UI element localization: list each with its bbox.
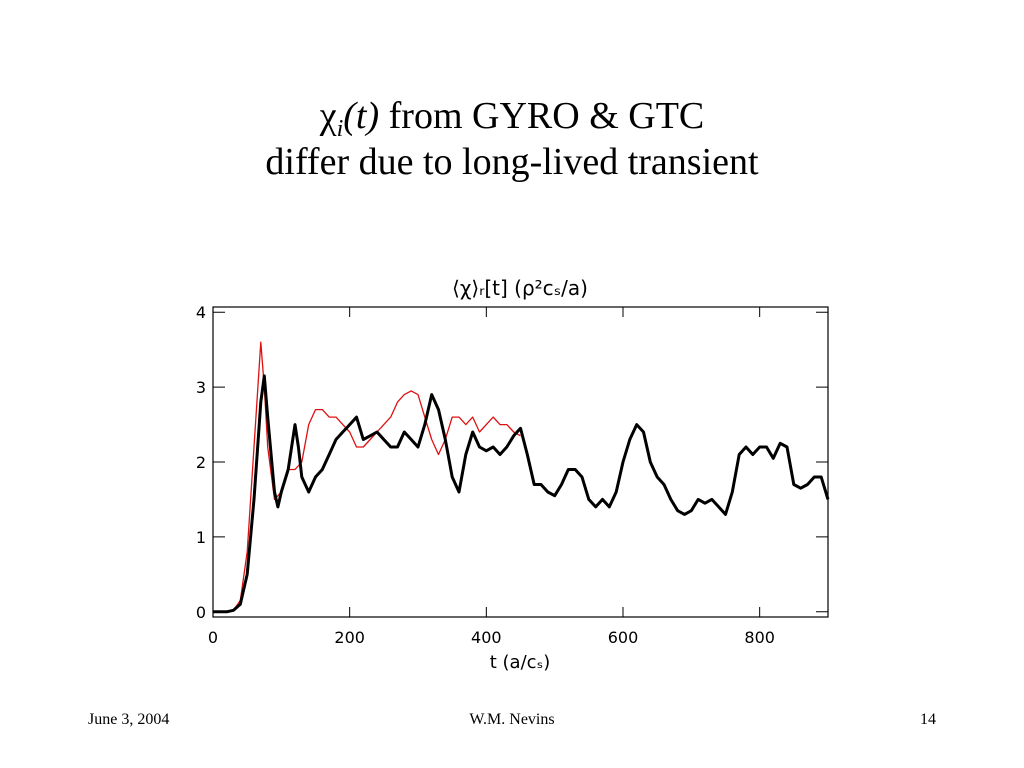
title-arg: (t) [343,95,379,137]
slide-title-line2: differ due to long-lived transient [265,141,759,183]
y-tick-label: 0 [196,603,206,622]
x-tick-label: 400 [471,628,502,647]
footer-date: June 3, 2004 [88,711,169,728]
y-tick-label: 1 [196,528,206,547]
plot: 0 200 400 600 800 0 1 2 3 4 [196,303,830,647]
x-tick-label: 800 [744,628,775,647]
footer-page: 14 [920,711,936,728]
footer-author: W.M. Nevins [469,711,554,728]
title-subscript: i [337,116,344,142]
title-symbol: χ [319,95,337,137]
title-text: from GYRO & GTC [379,95,704,137]
series-line [213,341,521,613]
plot-frame [212,306,829,618]
series-line [213,374,830,614]
x-tick-label: 200 [334,628,365,647]
x-tick-label: 0 [208,628,218,647]
y-tick-label: 2 [196,453,206,472]
chart-title: ⟨χ⟩ᵣ[t] (ρ²cₛ/a) [452,276,588,300]
y-tick-label: 4 [196,303,206,322]
x-tick-label: 600 [608,628,639,647]
x-axis-label: t (a/cₛ) [490,652,551,673]
y-tick-label: 3 [196,378,206,397]
slide-title-line1: χi(t) from GYRO & GTC [319,95,705,142]
